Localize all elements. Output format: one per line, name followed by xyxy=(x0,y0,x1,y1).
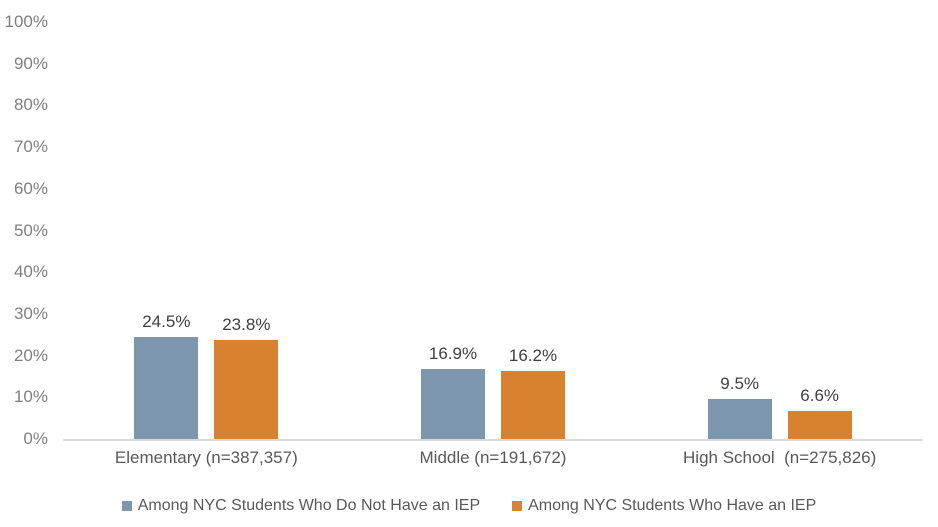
bar: 9.5% xyxy=(707,374,772,439)
plot-area: 24.5% 23.8% 16.9% 16.2% 9.5% 6.6% xyxy=(63,22,923,441)
bar: 6.6% xyxy=(787,386,852,439)
legend-label: Among NYC Students Who Have an IEP xyxy=(528,497,817,514)
value-label: 23.8% xyxy=(222,314,271,334)
y-tick-label: 0% xyxy=(23,429,48,448)
bar: 24.5% xyxy=(134,312,199,439)
bar-group: 9.5% 6.6% xyxy=(636,22,923,439)
value-label: 16.2% xyxy=(508,346,558,366)
y-tick-label: 70% xyxy=(13,137,48,157)
value-label: 16.9% xyxy=(428,343,478,363)
y-tick-label: 100% xyxy=(4,12,48,31)
category-label: Middle (n=191,672) xyxy=(419,448,567,467)
category-label: Elementary (n=387,357) xyxy=(114,448,298,467)
legend-swatch-icon xyxy=(121,501,132,511)
y-tick-label: 90% xyxy=(13,53,48,73)
y-tick-label: 30% xyxy=(13,303,48,323)
y-tick-label: 20% xyxy=(13,345,48,365)
category-label: High School (n=275,826) xyxy=(683,448,877,467)
y-tick-label: 60% xyxy=(13,178,48,198)
bar: 16.9% xyxy=(420,344,485,439)
bar-group: 16.9% 16.2% xyxy=(350,22,637,439)
x-axis-labels: Elementary (n=387,357) Middle (n=191,672)… xyxy=(63,448,923,472)
y-axis: 100% 90% 80% 70% 60% 50% 40% 30% 20% 10% 0% xyxy=(0,0,48,527)
value-label: 24.5% xyxy=(142,311,191,331)
legend-swatch-icon xyxy=(512,501,523,511)
bar: 23.8% xyxy=(214,315,279,439)
y-tick-label: 40% xyxy=(13,262,48,282)
legend: Among NYC Students Who Do Not Have an IE… xyxy=(0,497,938,515)
bar: 16.2% xyxy=(500,346,565,439)
y-tick-label: 50% xyxy=(13,220,48,240)
legend-entry: Among NYC Students Who Do Not Have an IE… xyxy=(121,497,481,515)
y-tick-label: 10% xyxy=(13,387,48,407)
value-label: 9.5% xyxy=(720,374,760,394)
value-label: 6.6% xyxy=(800,386,840,406)
legend-entry: Among NYC Students Who Have an IEP xyxy=(512,497,816,515)
bar-group: 24.5% 23.8% xyxy=(63,22,350,439)
legend-label: Among NYC Students Who Do Not Have an IE… xyxy=(137,497,481,514)
y-tick-label: 80% xyxy=(13,95,48,115)
